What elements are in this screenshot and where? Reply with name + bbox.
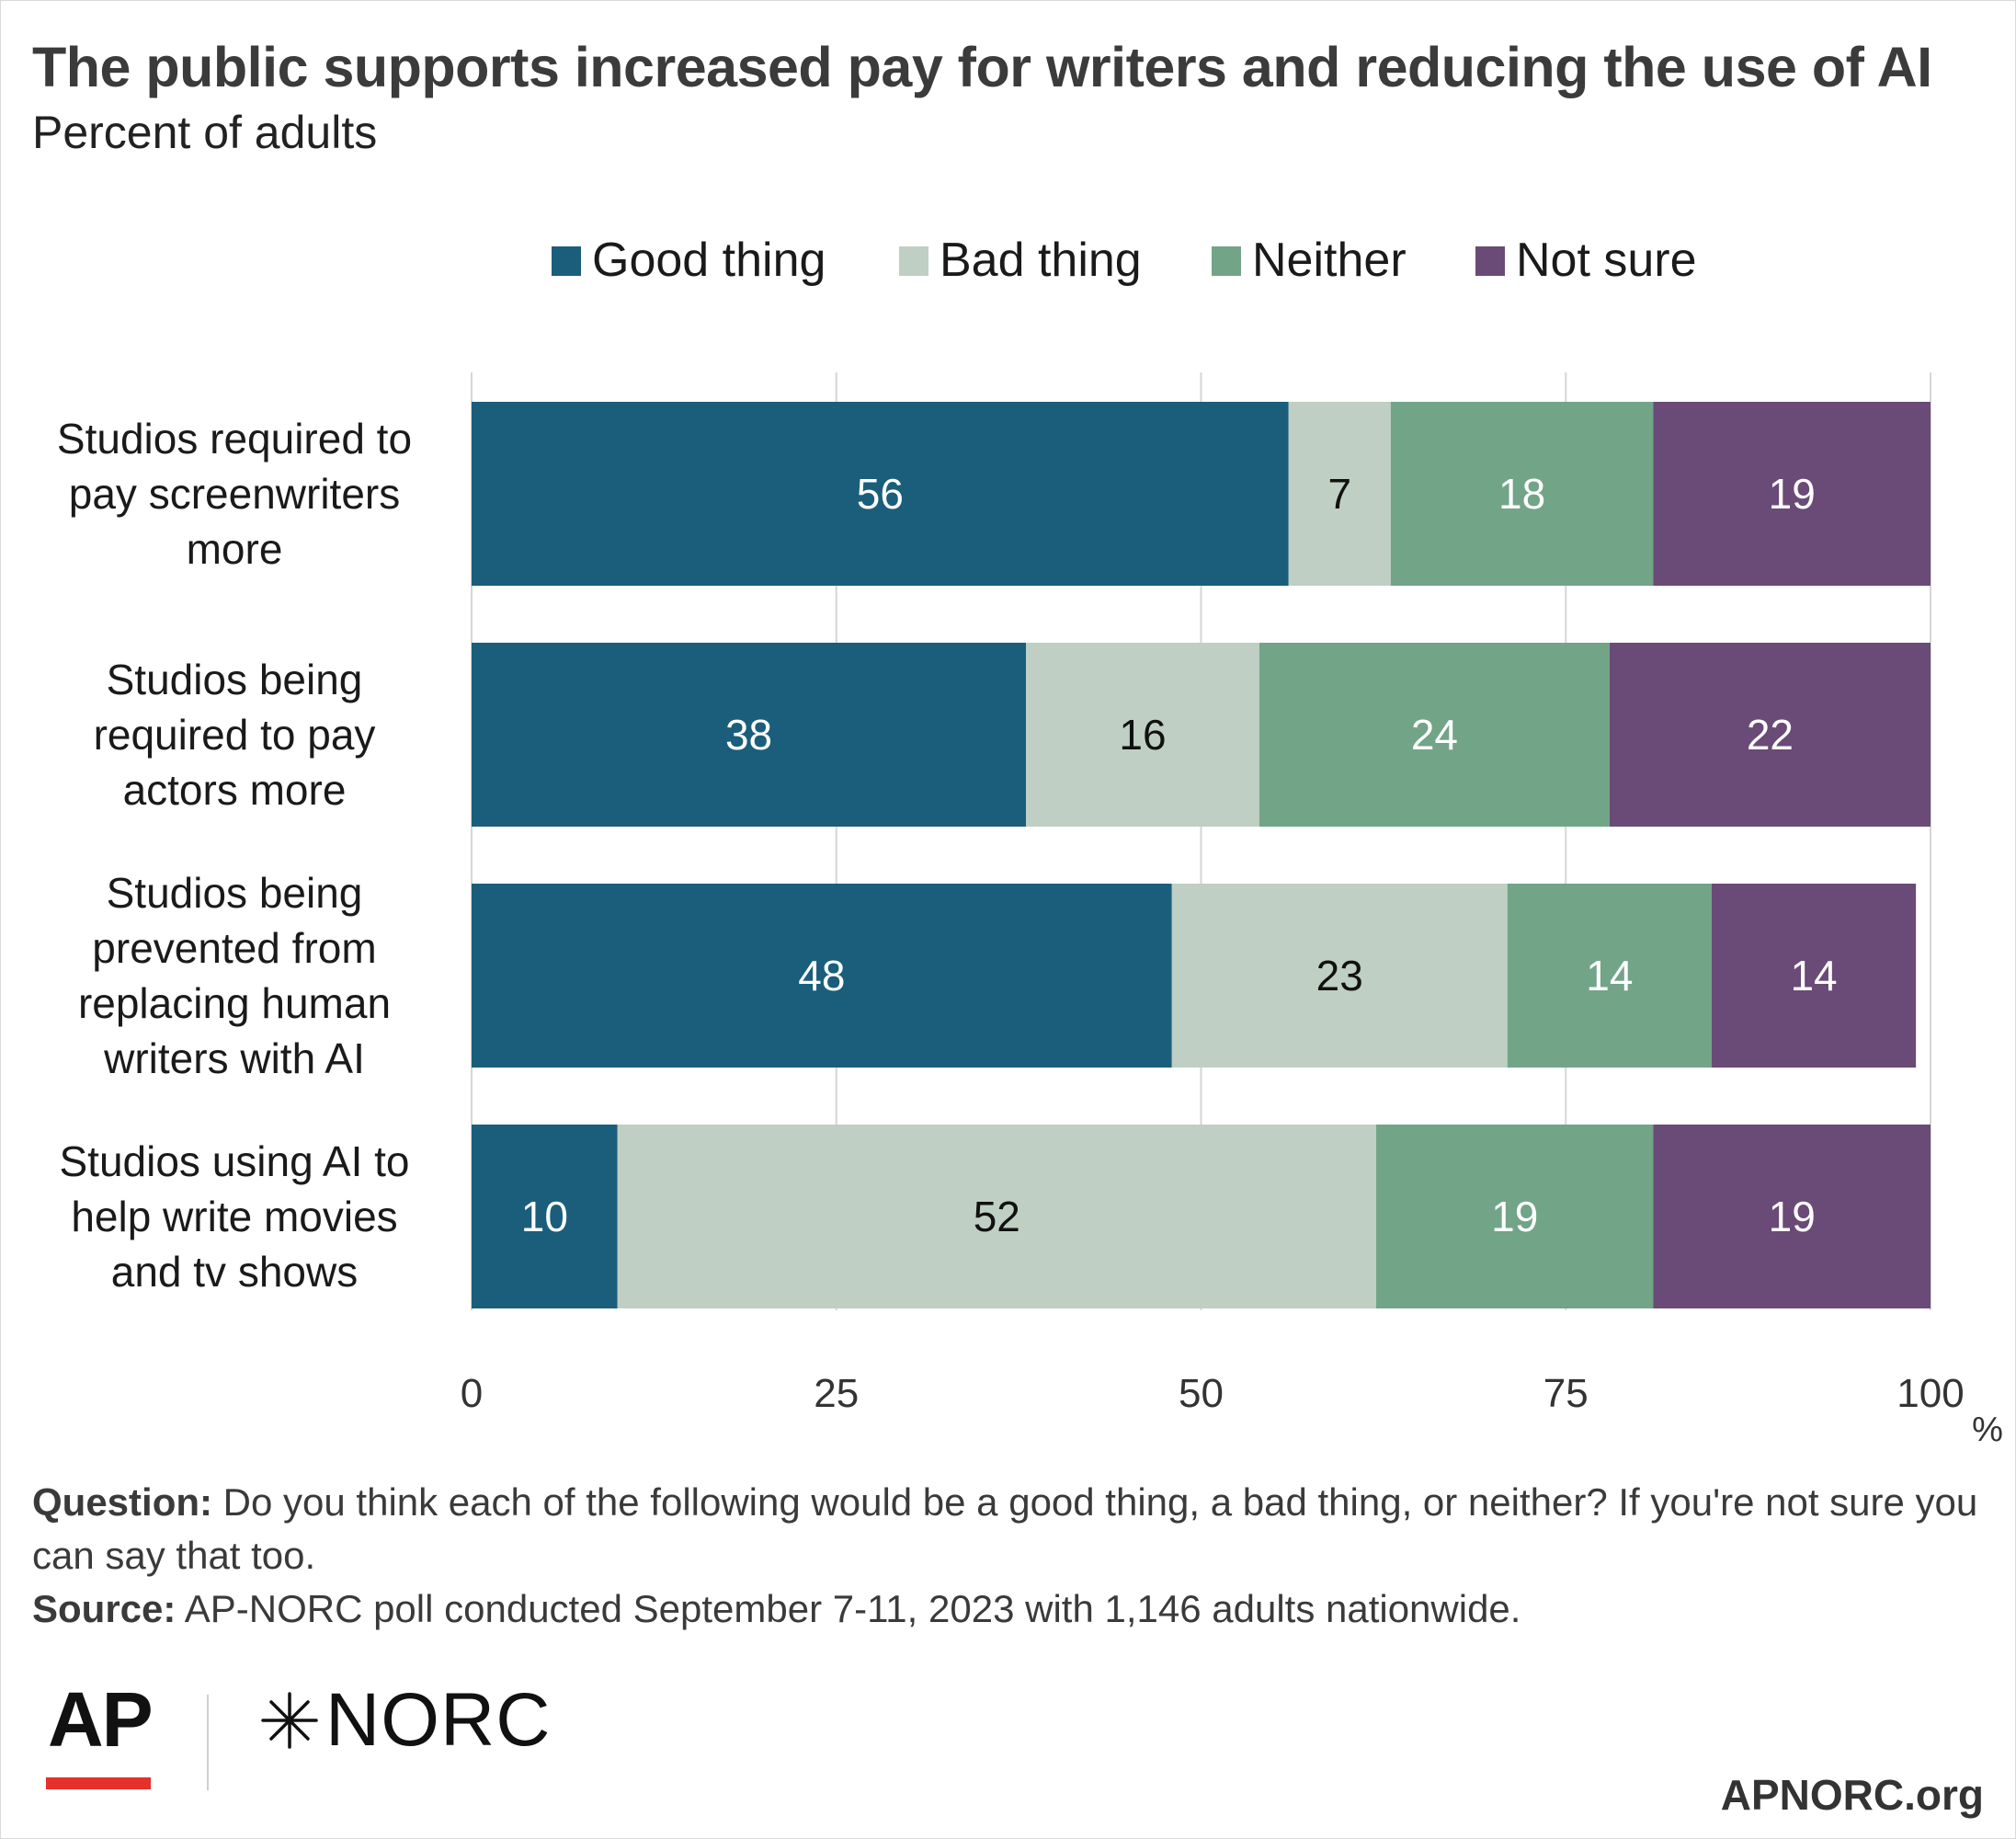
category-label-3-line-1: help write movies (71, 1193, 397, 1240)
bar-1-1 (1026, 643, 1259, 827)
source-label: Source: (32, 1587, 177, 1630)
data-label-0-1: 7 (1327, 470, 1351, 518)
category-label-3-line-2: and tv shows (111, 1248, 358, 1296)
data-label-3-3: 19 (1769, 1193, 1816, 1240)
x-tick-label-50: 50 (1179, 1371, 1224, 1416)
chart-title: The public supports increased pay for wr… (32, 36, 1932, 98)
bar-0-1 (1288, 402, 1391, 586)
data-label-1-3: 22 (1747, 711, 1794, 759)
legend-label-3: Not sure (1516, 234, 1697, 287)
ap-logo: AP (48, 1676, 154, 1763)
legend-label-0: Good thing (592, 234, 826, 287)
category-label-2-line-2: replacing human (78, 979, 391, 1027)
data-label-2-3: 14 (1790, 952, 1837, 999)
bar-3-2 (1375, 1125, 1654, 1308)
question-note: Question: Do you think each of the follo… (32, 1476, 1990, 1582)
bar-3-0 (472, 1125, 618, 1308)
data-label-3-0: 10 (521, 1193, 568, 1240)
data-label-1-1: 16 (1119, 711, 1166, 759)
category-label-0-line-2: more (187, 525, 283, 573)
category-label-1-line-1: required to pay (94, 711, 376, 759)
legend-label-1: Bad thing (940, 234, 1142, 287)
x-tick-label-100: 100 (1896, 1371, 1964, 1416)
category-label-1-line-0: Studios being (107, 656, 363, 703)
bar-1-2 (1259, 643, 1610, 827)
ap-logo-underline (46, 1777, 151, 1789)
source-note: Source: AP-NORC poll conducted September… (32, 1582, 1990, 1636)
question-text: Do you think each of the following would… (32, 1480, 1978, 1577)
bar-2-1 (1171, 884, 1508, 1068)
norc-star-icon (261, 1692, 318, 1749)
category-label-1-line-2: actors more (123, 766, 347, 814)
bar-2-2 (1507, 884, 1712, 1068)
data-label-1-0: 38 (725, 711, 772, 759)
data-label-2-0: 48 (798, 952, 845, 999)
data-label-1-2: 24 (1411, 711, 1458, 759)
norc-logo: NORC (257, 1683, 551, 1758)
stacked-bar-chart: Good thing Bad thing Neither Not sure 56 7 18 1… (57, 234, 2003, 1449)
legend-swatch-0 (552, 246, 581, 276)
chart-subtitle: Percent of adults (32, 107, 378, 158)
legend-swatch-3 (1475, 246, 1505, 276)
category-label-2-line-0: Studios being (107, 869, 363, 917)
bar-1-0 (472, 643, 1027, 827)
category-label-0-line-1: pay screenwriters (69, 470, 400, 518)
source-text: AP-NORC poll conducted September 7-11, 2… (176, 1587, 1521, 1630)
legend-swatch-2 (1212, 246, 1241, 276)
bar-3-1 (617, 1125, 1376, 1308)
bar-0-0 (472, 402, 1289, 586)
data-label-0-0: 56 (857, 470, 904, 518)
data-label-0-2: 18 (1498, 470, 1545, 518)
data-label-0-3: 19 (1769, 470, 1816, 518)
logo-divider (207, 1695, 209, 1790)
category-label-3-line-0: Studios using AI to (59, 1137, 409, 1185)
category-label-0-line-0: Studios required to (57, 415, 412, 463)
bar-0-3 (1653, 402, 1931, 586)
legend-swatch-1 (899, 246, 928, 276)
chart-notes: Question: Do you think each of the follo… (32, 1476, 1990, 1636)
question-label: Question: (32, 1480, 212, 1524)
data-label-2-1: 23 (1316, 952, 1363, 999)
category-label-2-line-3: writers with AI (103, 1034, 365, 1082)
data-label-3-1: 52 (974, 1193, 1020, 1240)
bar-1-3 (1609, 643, 1931, 827)
data-label-2-2: 14 (1586, 952, 1633, 999)
data-label-3-2: 19 (1491, 1193, 1538, 1240)
legend-label-2: Neither (1252, 234, 1407, 287)
bar-3-3 (1653, 1125, 1931, 1308)
category-label-2-line-1: prevented from (92, 924, 376, 972)
x-tick-label-25: 25 (814, 1371, 859, 1416)
x-tick-label-0: 0 (461, 1371, 483, 1416)
x-tick-label-75: 75 (1543, 1371, 1589, 1416)
bar-0-2 (1390, 402, 1654, 586)
bar-2-0 (472, 884, 1172, 1068)
x-axis-unit: % (1972, 1411, 2003, 1449)
bar-2-3 (1711, 884, 1917, 1068)
norc-logo-text: NORC (325, 1678, 552, 1762)
site-url: APNORC.org (1720, 1771, 1984, 1819)
